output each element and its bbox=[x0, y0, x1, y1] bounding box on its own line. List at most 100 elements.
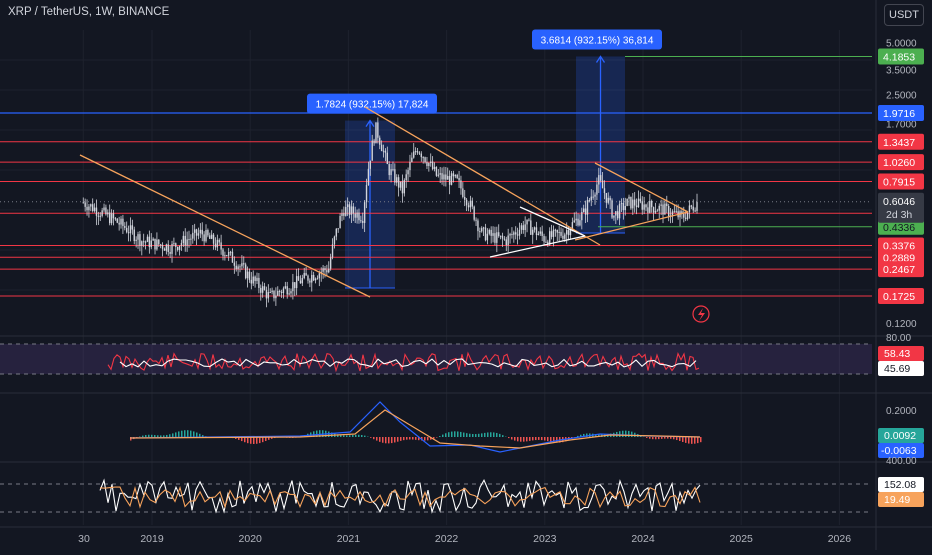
candle-body bbox=[319, 273, 320, 278]
candle-body bbox=[558, 232, 559, 233]
candle-body bbox=[413, 151, 414, 157]
candle-body bbox=[243, 263, 244, 264]
candle-body bbox=[415, 151, 416, 152]
candle-body bbox=[443, 175, 444, 180]
macd-histogram-bar bbox=[520, 437, 522, 442]
candle-body bbox=[258, 278, 259, 288]
candle-body bbox=[598, 175, 599, 184]
macd-histogram-bar bbox=[691, 437, 693, 444]
candle-body bbox=[192, 233, 193, 239]
candle-body bbox=[336, 229, 337, 237]
candle-body bbox=[583, 208, 584, 212]
candle-body bbox=[615, 211, 616, 215]
candle-body bbox=[438, 175, 439, 176]
candle-body bbox=[351, 206, 352, 214]
symbol-title[interactable]: XRP / TetherUS, 1W, BINANCE bbox=[8, 6, 169, 18]
macd-histogram-bar bbox=[409, 437, 411, 439]
candle-body bbox=[256, 278, 257, 281]
macd-histogram-bar bbox=[349, 435, 351, 437]
candle-body bbox=[332, 244, 333, 257]
macd-histogram-bar bbox=[151, 435, 153, 437]
measure-label: 1.7824 (932.15%) 17,824 bbox=[316, 100, 429, 111]
candle-body bbox=[132, 225, 133, 229]
candle-body bbox=[439, 173, 440, 175]
candle-body bbox=[287, 286, 288, 294]
macd-histogram-bar bbox=[442, 435, 444, 437]
candle-body bbox=[455, 175, 456, 176]
candle-body bbox=[338, 228, 339, 229]
candle-body bbox=[371, 141, 372, 161]
macd-histogram-bar bbox=[370, 437, 372, 438]
trendline-2021 bbox=[365, 107, 600, 245]
candle-body bbox=[207, 230, 208, 235]
macd-histogram-bar bbox=[184, 430, 186, 437]
candle-body bbox=[349, 204, 350, 214]
candle-body bbox=[483, 228, 484, 229]
signal-line bbox=[130, 410, 700, 448]
macd-histogram-bar bbox=[199, 434, 201, 437]
candle-body bbox=[630, 197, 631, 209]
candle-body bbox=[651, 201, 652, 207]
macd-histogram-bar bbox=[379, 437, 381, 442]
currency-button[interactable]: USDT bbox=[884, 4, 924, 26]
candle-body bbox=[309, 281, 310, 283]
macd-histogram-bar bbox=[415, 437, 417, 440]
candle-body bbox=[353, 206, 354, 213]
candle-body bbox=[600, 175, 601, 180]
candle-body bbox=[370, 161, 371, 169]
candle-body bbox=[400, 182, 401, 188]
candle-body bbox=[230, 252, 231, 253]
candle-body bbox=[506, 239, 507, 245]
candle-body bbox=[530, 220, 531, 234]
candle-body bbox=[553, 230, 554, 237]
macd-histogram-bar bbox=[406, 437, 408, 440]
candle-body bbox=[502, 236, 503, 239]
candle-body bbox=[447, 176, 448, 180]
candle-body bbox=[251, 280, 252, 284]
macd-histogram-bar bbox=[499, 434, 501, 437]
candle-body bbox=[194, 229, 195, 232]
candle-body bbox=[407, 170, 408, 174]
candle-body bbox=[445, 175, 446, 180]
candle-body bbox=[574, 220, 575, 222]
macd-histogram-bar bbox=[622, 431, 624, 437]
candle-body bbox=[379, 138, 380, 145]
candle-body bbox=[290, 291, 291, 293]
candle-body bbox=[315, 279, 316, 281]
candle-body bbox=[551, 231, 552, 237]
macd-histogram-bar bbox=[157, 435, 159, 437]
candle-body bbox=[526, 220, 527, 225]
macd-histogram-bar bbox=[178, 431, 180, 437]
candle-body bbox=[253, 277, 254, 284]
candle-body bbox=[288, 293, 289, 294]
macd-histogram-bar bbox=[343, 435, 345, 437]
macd-histogram-bar bbox=[358, 435, 360, 437]
candle-body bbox=[432, 162, 433, 169]
candle-body bbox=[426, 162, 427, 166]
macd-histogram-bar bbox=[658, 437, 660, 439]
candle-body bbox=[109, 212, 110, 223]
candle-body bbox=[232, 252, 233, 263]
candle-body bbox=[311, 275, 312, 283]
time-axis-tick: 2019 bbox=[140, 533, 164, 545]
candle-body bbox=[105, 207, 106, 214]
candle-body bbox=[362, 221, 363, 223]
macd-histogram-bar bbox=[193, 431, 195, 437]
candle-body bbox=[126, 228, 127, 232]
candle-body bbox=[388, 164, 389, 175]
candle-body bbox=[519, 230, 520, 236]
macd-histogram-bar bbox=[538, 437, 540, 440]
triangle-resistance-line bbox=[520, 207, 585, 236]
candle-body bbox=[298, 276, 299, 281]
candle-body bbox=[632, 200, 633, 209]
price-axis-tick: 5.0000 bbox=[886, 39, 917, 50]
candle-body bbox=[83, 202, 84, 203]
candle-body bbox=[541, 231, 542, 235]
candle-body bbox=[608, 198, 609, 203]
macd-histogram-bar bbox=[511, 437, 513, 439]
candle-body bbox=[421, 154, 422, 158]
